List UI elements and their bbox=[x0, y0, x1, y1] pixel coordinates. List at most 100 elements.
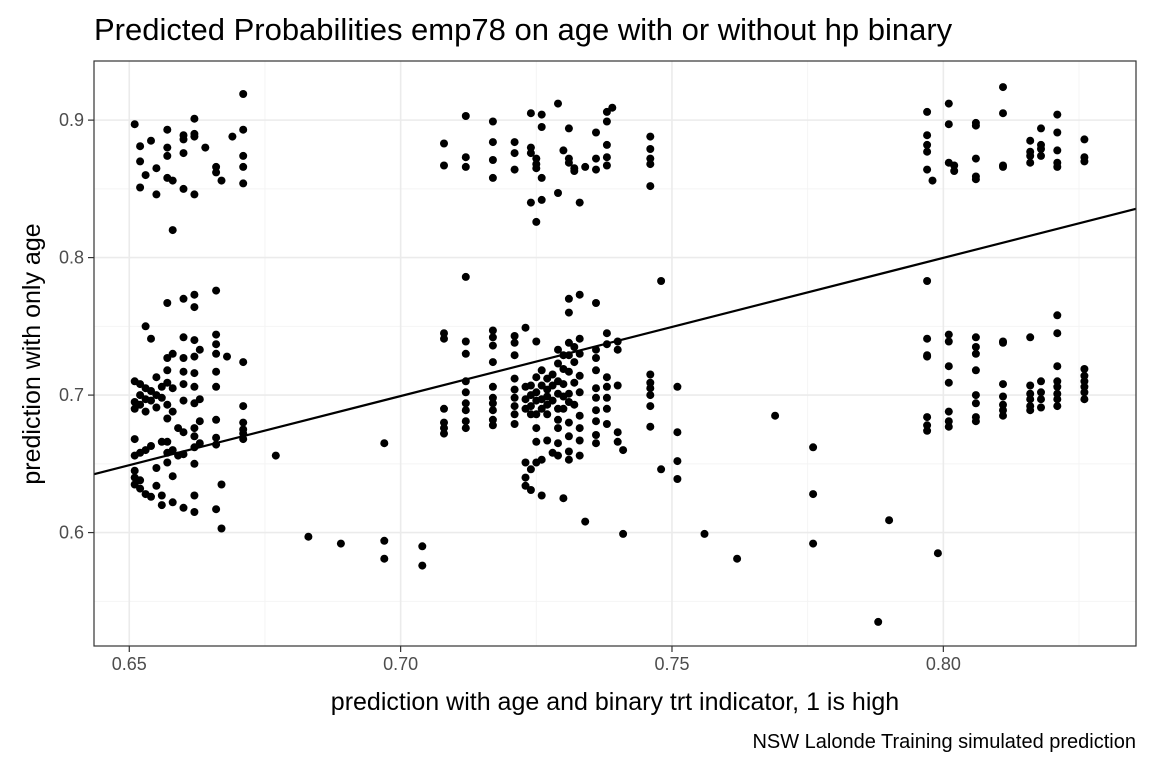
data-point bbox=[168, 176, 177, 185]
data-point bbox=[157, 382, 166, 391]
data-point bbox=[1080, 388, 1089, 397]
axis-ticks bbox=[88, 119, 944, 652]
data-point bbox=[212, 168, 221, 177]
data-point bbox=[130, 466, 139, 475]
data-point bbox=[461, 417, 470, 426]
data-point bbox=[564, 455, 573, 464]
data-point bbox=[157, 501, 166, 510]
data-point bbox=[999, 400, 1007, 409]
chart-title: Predicted Probabilities emp78 on age wit… bbox=[94, 12, 953, 47]
data-point bbox=[613, 437, 622, 446]
data-point bbox=[564, 338, 573, 347]
data-point bbox=[147, 334, 155, 343]
data-point bbox=[510, 351, 519, 360]
y-axis-label: prediction with only age bbox=[18, 223, 46, 484]
data-point bbox=[179, 354, 188, 362]
data-point bbox=[223, 352, 231, 361]
data-point bbox=[136, 400, 145, 409]
data-point bbox=[592, 417, 600, 426]
data-point bbox=[608, 103, 617, 112]
data-point bbox=[168, 349, 177, 358]
data-point bbox=[179, 380, 188, 389]
data-point bbox=[532, 437, 541, 446]
data-point bbox=[923, 352, 932, 361]
data-point bbox=[602, 373, 611, 382]
data-point bbox=[673, 457, 682, 466]
data-point bbox=[147, 396, 155, 405]
data-point bbox=[141, 407, 150, 416]
data-point bbox=[944, 337, 953, 346]
data-point bbox=[971, 154, 980, 163]
data-point bbox=[228, 132, 237, 141]
data-point bbox=[592, 366, 600, 375]
data-point bbox=[944, 407, 953, 416]
data-point bbox=[141, 322, 150, 331]
data-point bbox=[510, 149, 519, 158]
data-point bbox=[613, 345, 622, 354]
data-point bbox=[1053, 395, 1062, 404]
data-point bbox=[570, 358, 579, 367]
data-point bbox=[1053, 128, 1062, 137]
data-point bbox=[1037, 145, 1045, 153]
data-point bbox=[532, 373, 541, 382]
fit-line-group bbox=[93, 207, 1137, 476]
data-point bbox=[136, 142, 145, 151]
data-point bbox=[510, 338, 519, 347]
data-point bbox=[602, 117, 611, 126]
data-point bbox=[602, 382, 611, 391]
data-point bbox=[575, 424, 584, 433]
data-point bbox=[521, 323, 530, 332]
data-point bbox=[521, 481, 530, 490]
data-point bbox=[212, 349, 221, 358]
data-point bbox=[1026, 136, 1035, 145]
data-point bbox=[130, 435, 139, 444]
data-point bbox=[999, 411, 1007, 420]
data-point bbox=[570, 378, 579, 387]
data-point bbox=[212, 330, 221, 339]
data-point bbox=[1053, 402, 1062, 411]
data-point bbox=[190, 491, 199, 500]
data-point bbox=[1026, 158, 1035, 167]
data-point bbox=[440, 161, 448, 170]
data-point bbox=[548, 381, 557, 390]
data-point bbox=[195, 417, 204, 426]
data-point bbox=[168, 384, 177, 393]
data-point bbox=[1080, 365, 1089, 373]
data-point bbox=[380, 536, 389, 545]
minor-gridlines bbox=[94, 61, 1136, 646]
data-point bbox=[461, 424, 470, 433]
data-point bbox=[554, 451, 562, 460]
data-point bbox=[543, 410, 552, 419]
data-point bbox=[537, 173, 546, 182]
data-point bbox=[1053, 110, 1062, 119]
data-point bbox=[532, 424, 541, 433]
data-point bbox=[971, 366, 980, 375]
data-point bbox=[673, 475, 682, 483]
data-point bbox=[1080, 382, 1089, 391]
data-point bbox=[944, 330, 953, 339]
data-point bbox=[944, 417, 953, 426]
data-point bbox=[239, 179, 248, 188]
data-point bbox=[592, 431, 600, 439]
data-point bbox=[564, 447, 573, 456]
data-point bbox=[239, 151, 248, 160]
data-point bbox=[212, 162, 221, 171]
data-point bbox=[592, 165, 600, 174]
data-point bbox=[157, 437, 166, 446]
data-point bbox=[646, 422, 655, 431]
data-point bbox=[944, 378, 953, 387]
fit-line bbox=[93, 207, 1137, 476]
data-point bbox=[944, 120, 953, 129]
data-point bbox=[700, 529, 709, 538]
data-point bbox=[923, 413, 932, 422]
data-point bbox=[532, 217, 541, 226]
data-point bbox=[575, 198, 584, 207]
data-point bbox=[537, 110, 546, 119]
data-point bbox=[239, 125, 248, 134]
data-point bbox=[212, 433, 221, 442]
data-point bbox=[554, 345, 562, 354]
x-axis-label: prediction with age and binary trt indic… bbox=[331, 688, 899, 716]
data-point bbox=[592, 393, 600, 402]
data-point bbox=[418, 561, 427, 570]
